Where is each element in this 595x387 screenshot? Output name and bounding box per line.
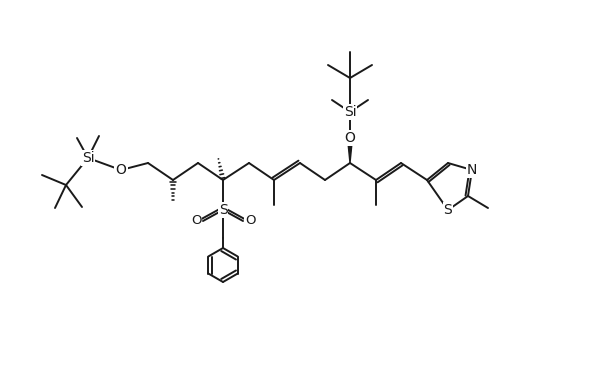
Text: O: O: [191, 214, 201, 228]
Text: S: S: [218, 203, 227, 217]
Polygon shape: [347, 138, 352, 163]
Text: O: O: [115, 163, 127, 177]
Text: S: S: [444, 203, 452, 217]
Text: N: N: [467, 163, 477, 177]
Text: O: O: [245, 214, 255, 228]
Text: Si: Si: [82, 151, 95, 165]
Text: Si: Si: [344, 105, 356, 119]
Text: O: O: [345, 131, 355, 145]
